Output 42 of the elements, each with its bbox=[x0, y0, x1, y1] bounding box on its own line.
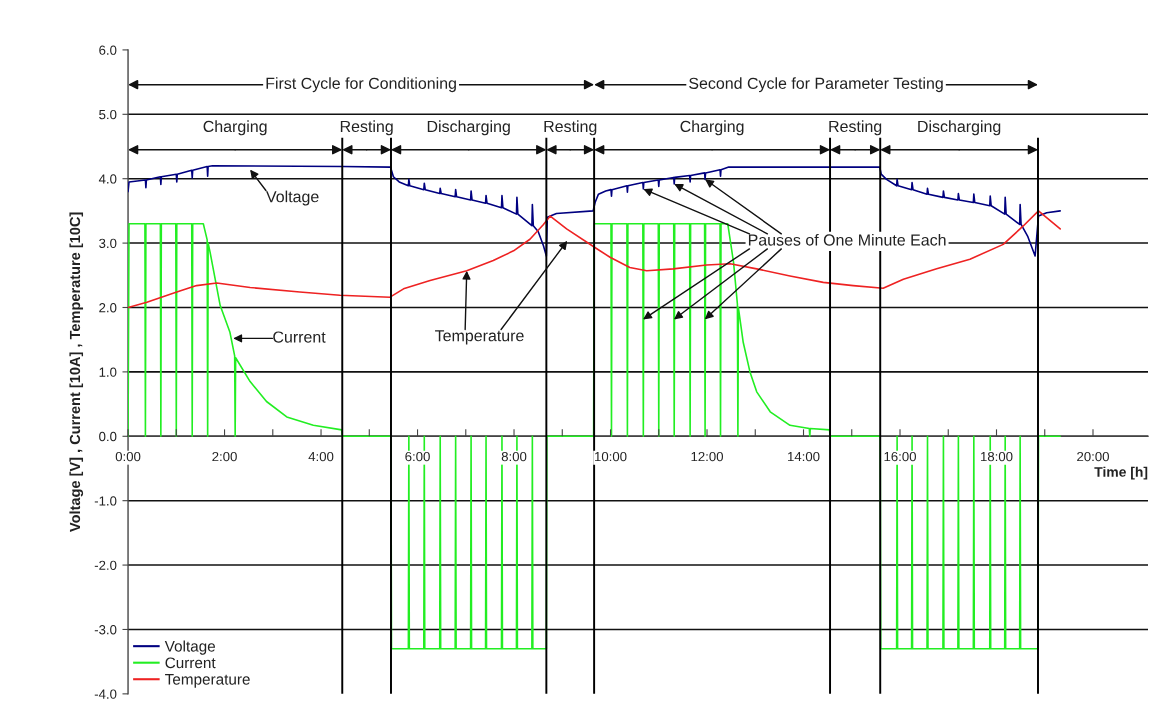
y-tick-label: 6.0 bbox=[99, 45, 117, 55]
legend-label: Current bbox=[165, 657, 216, 669]
annotation: Voltage bbox=[266, 190, 319, 206]
annotation: Charging bbox=[203, 120, 267, 136]
annotation: Second Cycle for Parameter Testing bbox=[689, 77, 943, 93]
annotation: Discharging bbox=[427, 120, 510, 136]
y-tick-label: -3.0 bbox=[94, 625, 117, 635]
x-tick-label: 16:00 bbox=[884, 451, 916, 462]
x-tick-label: 14:00 bbox=[788, 451, 820, 462]
annotation: Temperature bbox=[435, 330, 524, 345]
annotation: Charging bbox=[680, 120, 744, 136]
annotation: Resting bbox=[544, 120, 597, 136]
y-tick-label: 1.0 bbox=[99, 367, 117, 377]
y-tick-label: 5.0 bbox=[99, 109, 117, 120]
x-axis-title: Time [h] bbox=[1094, 466, 1148, 480]
y-tick-label: -1.0 bbox=[94, 496, 117, 506]
x-tick-label: 4:00 bbox=[308, 451, 334, 462]
annotation: Discharging bbox=[918, 120, 1001, 136]
line-series bbox=[128, 210, 1061, 309]
annotation: Current bbox=[273, 331, 326, 343]
x-tick-label: 6:00 bbox=[405, 451, 430, 462]
legend-label: Voltage bbox=[164, 640, 216, 655]
x-tick-label: 2:00 bbox=[212, 451, 237, 462]
legend-label: Temperature bbox=[165, 674, 250, 688]
annotation: Resting bbox=[340, 120, 393, 136]
annotation: Resting bbox=[829, 120, 882, 136]
y-axis-title: Voltage [V] , Current [10A] , Temperature [10C] bbox=[69, 212, 84, 532]
x-tick-label: 12:00 bbox=[691, 451, 724, 462]
y-tick-label: 3.0 bbox=[99, 238, 117, 249]
annotation: First Cycle for Conditioning bbox=[266, 77, 456, 93]
x-tick-label: 18:00 bbox=[981, 451, 1013, 462]
x-tick-label: 8:00 bbox=[501, 451, 527, 462]
x-tick-label: 0:00 bbox=[115, 451, 141, 462]
y-tick-label: -4.0 bbox=[94, 689, 117, 699]
y-tick-label: 2.0 bbox=[99, 303, 117, 313]
y-tick-label: -2.0 bbox=[94, 560, 117, 570]
annotation: Pauses of One Minute Each bbox=[748, 233, 946, 246]
x-tick-label: 20:00 bbox=[1077, 451, 1109, 462]
x-tick-label: 10:00 bbox=[595, 451, 627, 462]
y-tick-label: 4.0 bbox=[98, 174, 117, 184]
y-tick-label: 0.0 bbox=[99, 431, 117, 442]
line-series bbox=[128, 165, 1061, 257]
